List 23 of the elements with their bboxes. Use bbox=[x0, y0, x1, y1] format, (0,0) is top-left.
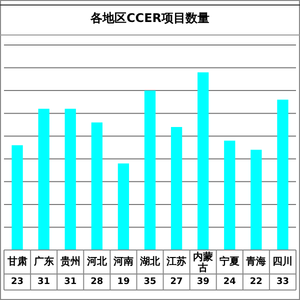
x-tick-label: 内蒙古 bbox=[193, 251, 214, 274]
chart-title: 各地区CCER项目数量 bbox=[89, 11, 210, 25]
data-label: 19 bbox=[117, 277, 130, 287]
data-label: 24 bbox=[223, 277, 236, 287]
x-tick-label: 河北 bbox=[86, 256, 108, 268]
data-label: 35 bbox=[144, 277, 156, 287]
x-tick-label: 甘肃 bbox=[6, 256, 28, 268]
x-tick-label: 广东 bbox=[32, 256, 54, 268]
data-label: 39 bbox=[196, 277, 210, 287]
data-label: 31 bbox=[38, 277, 50, 287]
x-tick-label: 湖北 bbox=[139, 256, 161, 268]
x-tick-label: 宁夏 bbox=[220, 256, 240, 268]
data-label: 27 bbox=[170, 277, 183, 287]
data-label: 23 bbox=[11, 277, 24, 287]
x-tick-label: 青海 bbox=[245, 256, 266, 268]
x-tick-label: 河南 bbox=[112, 256, 134, 268]
data-label: 28 bbox=[90, 277, 104, 287]
data-label: 33 bbox=[276, 277, 289, 287]
data-label: 31 bbox=[64, 277, 77, 287]
data-label: 22 bbox=[250, 277, 262, 287]
x-tick-label: 四川 bbox=[272, 256, 293, 268]
x-tick-label: 贵州 bbox=[59, 256, 80, 268]
x-tick-label: 江苏 bbox=[166, 256, 187, 268]
